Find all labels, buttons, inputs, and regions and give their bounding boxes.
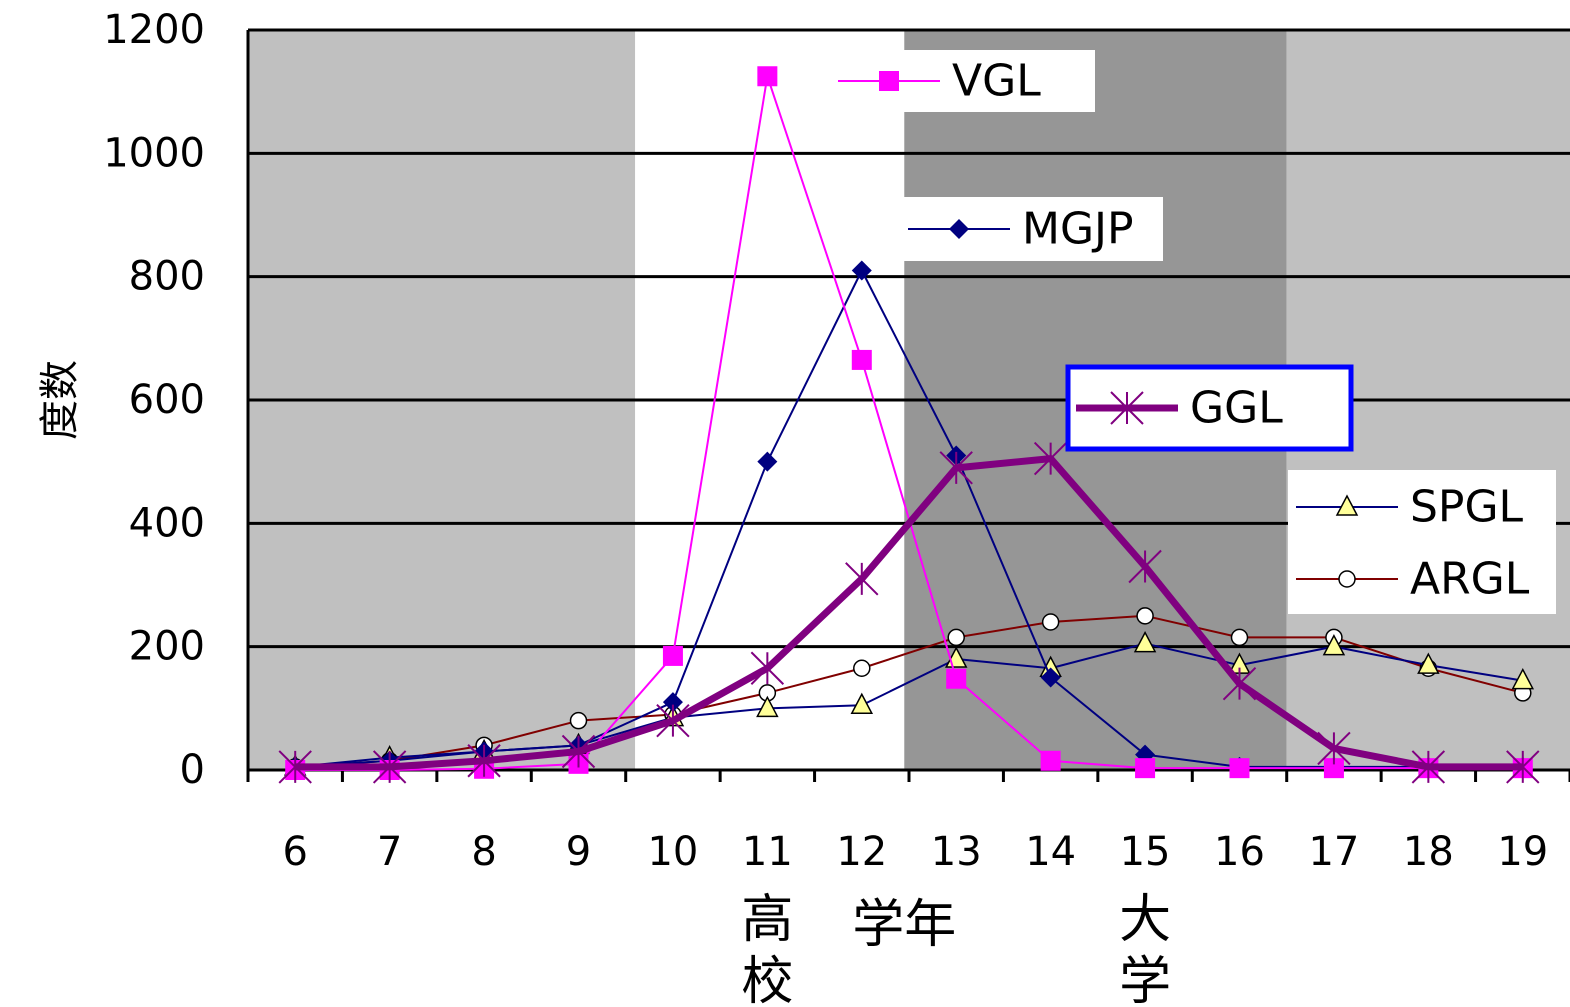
category-label-char: 大 [1119, 890, 1171, 950]
marker-asterisk [372, 750, 407, 784]
category-label: 学年 [852, 895, 956, 955]
marker-asterisk [1317, 731, 1351, 766]
x-tick-label: 7 [377, 829, 402, 875]
legend-label: ARGL [1410, 554, 1530, 605]
marker-square [1229, 758, 1250, 779]
marker-triangle [1511, 667, 1535, 690]
marker-diamond [1040, 667, 1061, 688]
x-tick-label: 18 [1403, 829, 1454, 875]
legend-argl: ARGL [1288, 544, 1556, 614]
marker-asterisk [1128, 549, 1162, 584]
legend-vgl: VGL [830, 50, 1095, 112]
x-tick-label: 9 [566, 829, 591, 875]
series-ggl [278, 441, 1540, 784]
marker-circle [1230, 628, 1249, 647]
marker-asterisk [467, 744, 501, 778]
x-tick-label: 15 [1120, 829, 1171, 875]
marker-triangle [756, 695, 779, 718]
y-axis-label: 度数 [37, 360, 83, 440]
x-tick-label: 8 [471, 829, 496, 875]
marker-triangle [1133, 630, 1157, 653]
marker-triangle [1335, 494, 1359, 516]
line-argl [295, 614, 1524, 768]
x-tick-label: 16 [1214, 829, 1265, 875]
legend-label: SPGL [1410, 482, 1524, 533]
category-label-char: 学 [1119, 952, 1171, 1007]
marker-triangle [1322, 634, 1346, 656]
y-tick-labels: 0 200 400 600 800 1000 1200 [103, 7, 205, 793]
marker-asterisk [939, 451, 973, 485]
marker-asterisk [750, 651, 785, 685]
category-label-char: 校 [741, 952, 793, 1007]
x-tick-label: 17 [1308, 829, 1359, 875]
category-label: 大学 [1119, 890, 1171, 1007]
marker-asterisk [1110, 391, 1144, 425]
x-tick-label: 19 [1497, 829, 1548, 875]
marker-diamond [949, 219, 969, 239]
x-tick-labels: 6 7 8 9 10 11 12 13 14 15 16 17 18 19 [282, 829, 1548, 875]
series-lines [278, 66, 1540, 784]
line-ggl [295, 455, 1523, 771]
marker-asterisk [845, 562, 879, 596]
marker-square [946, 668, 967, 689]
marker-square [879, 71, 899, 91]
line-mgjp [295, 269, 1523, 768]
marker-asterisk [1506, 750, 1540, 784]
marker-asterisk [656, 703, 690, 738]
legend-label: GGL [1190, 383, 1283, 434]
marker-diamond [851, 260, 872, 281]
marker-square [1323, 758, 1344, 779]
category-label-char: 高 [741, 890, 793, 950]
marker-diamond [757, 451, 778, 472]
marker-triangle [850, 692, 874, 714]
y-tick-label: 800 [129, 254, 205, 300]
x-tick-label: 12 [836, 829, 887, 875]
marker-triangle [1417, 652, 1440, 674]
marker-square [1040, 750, 1061, 771]
marker-asterisk [1411, 750, 1446, 784]
marker-square [662, 645, 683, 666]
y-tick-label: 200 [129, 624, 205, 670]
legend-ggl: GGL [1065, 364, 1354, 452]
y-tick-label: 600 [129, 377, 205, 423]
legend-spgl: SPGL [1288, 470, 1556, 544]
legends: VGL MGJP GGL SPGL ARGL [830, 50, 1556, 614]
x-tick-label: 13 [931, 829, 982, 875]
y-tick-label: 1000 [103, 130, 205, 176]
x-tick-label: 10 [647, 829, 698, 875]
marker-square [851, 349, 872, 370]
legend-label: MGJP [1022, 204, 1134, 255]
axes [246, 28, 1570, 782]
y-tick-label: 400 [129, 500, 205, 546]
marker-asterisk [278, 750, 312, 784]
marker-asterisk [1033, 441, 1068, 476]
marker-circle [569, 711, 588, 730]
x-tick-label: 11 [742, 829, 793, 875]
marker-circle [1136, 607, 1154, 625]
marker-square [757, 66, 778, 87]
x-tick-label: 6 [282, 829, 307, 875]
legend-mgjp: MGJP [900, 197, 1163, 261]
x-tick-label: 14 [1025, 829, 1076, 875]
marker-circle [1041, 613, 1060, 631]
legend-label: VGL [952, 56, 1041, 107]
marker-asterisk [1222, 666, 1257, 701]
marker-circle [947, 628, 965, 647]
marker-square [1135, 758, 1156, 779]
y-tick-label: 0 [180, 747, 205, 793]
marker-circle [853, 659, 871, 677]
marker-diamond [662, 692, 683, 713]
category-label: 高校 [741, 890, 793, 1007]
marker-circle [1338, 570, 1356, 588]
marker-asterisk [561, 734, 596, 769]
y-tick-label: 1200 [103, 7, 205, 53]
